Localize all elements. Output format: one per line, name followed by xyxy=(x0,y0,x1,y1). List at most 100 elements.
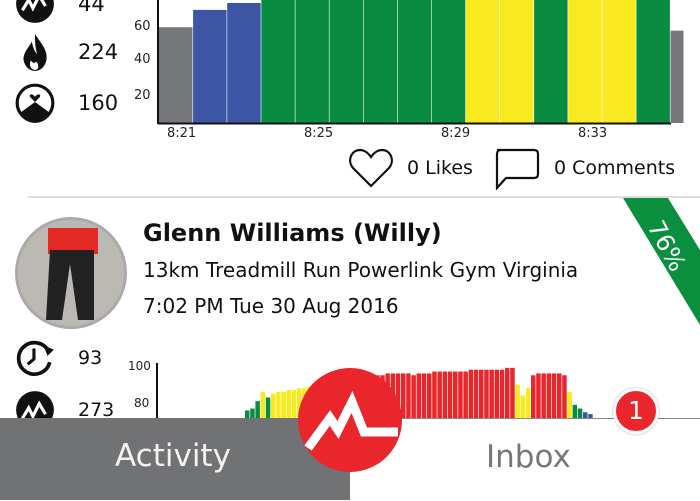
bar xyxy=(602,0,636,123)
bar xyxy=(670,30,684,123)
heart-rate-chart-1 xyxy=(157,0,684,125)
bar xyxy=(442,371,448,419)
bar xyxy=(568,0,602,123)
bar xyxy=(567,391,572,419)
bar xyxy=(261,0,295,123)
bar xyxy=(534,0,568,123)
stat-value: 160 xyxy=(78,91,119,115)
tab-activity[interactable]: Activity xyxy=(0,418,350,500)
activity-datetime: 7:02 PM Tue 30 Aug 2016 xyxy=(143,294,399,318)
bar xyxy=(295,0,329,123)
flame-icon xyxy=(23,34,47,71)
bar xyxy=(583,412,588,419)
bar xyxy=(271,393,276,419)
stat-value: 224 xyxy=(78,40,119,64)
x-tick: 8:33 xyxy=(578,126,608,141)
bar xyxy=(281,391,286,419)
y-tick: 60 xyxy=(134,19,151,34)
bar xyxy=(484,369,489,419)
bar xyxy=(286,390,292,419)
bar xyxy=(297,388,302,419)
athlete-name[interactable]: Glenn Williams (Willy) xyxy=(143,219,442,247)
x-tick: 8:25 xyxy=(304,126,334,141)
bar xyxy=(276,391,281,419)
bar xyxy=(227,2,261,123)
bar xyxy=(421,373,427,419)
bar xyxy=(500,0,534,123)
bar xyxy=(458,371,463,419)
heart-mountain-icon xyxy=(15,83,55,123)
bar xyxy=(193,9,227,123)
bar xyxy=(265,397,271,419)
bar xyxy=(363,0,398,123)
bar xyxy=(395,373,401,419)
bar xyxy=(546,373,552,419)
bar xyxy=(463,371,468,419)
bar xyxy=(401,373,406,419)
comment-button[interactable]: 0 Comments xyxy=(492,146,675,190)
bar xyxy=(431,0,466,123)
bar xyxy=(250,408,255,419)
bar xyxy=(411,375,416,419)
like-button[interactable]: 0 Likes xyxy=(347,146,473,190)
bar xyxy=(577,408,583,419)
y-tick: 40 xyxy=(134,52,151,67)
bar xyxy=(465,0,500,123)
inbox-badge: 1 xyxy=(613,388,659,434)
avatar-photo xyxy=(18,220,124,326)
bar xyxy=(479,369,484,419)
bar xyxy=(520,395,526,419)
bar xyxy=(159,27,193,124)
timer-icon xyxy=(16,340,54,376)
stat-calories: 224 xyxy=(14,32,118,72)
bar xyxy=(499,369,505,419)
percent-ribbon xyxy=(623,198,700,325)
bar xyxy=(494,369,500,419)
bar xyxy=(406,373,411,419)
y-tick: 20 xyxy=(134,88,151,103)
x-tick: 8:29 xyxy=(441,126,471,141)
divider xyxy=(28,196,700,198)
bar xyxy=(510,367,515,419)
bar xyxy=(416,373,422,419)
y-tick: 100 xyxy=(128,359,151,373)
bar xyxy=(541,373,546,419)
bar xyxy=(437,371,442,419)
stat-value: 44 xyxy=(78,0,105,16)
bar xyxy=(255,401,260,419)
bar xyxy=(427,373,432,419)
bar xyxy=(245,410,250,419)
tab-activity-label: Activity xyxy=(115,438,231,474)
stat-duration: 93 xyxy=(14,338,102,378)
heart-icon xyxy=(349,148,393,188)
bar xyxy=(489,369,494,419)
bar xyxy=(432,371,437,419)
bar xyxy=(572,404,578,419)
bar xyxy=(329,0,363,123)
bar xyxy=(525,388,531,419)
bar xyxy=(531,375,536,419)
bar xyxy=(536,373,541,419)
bar xyxy=(473,369,479,419)
bar xyxy=(453,371,458,419)
tab-inbox-label: Inbox xyxy=(486,439,571,475)
bar xyxy=(397,0,432,123)
bar xyxy=(505,367,510,419)
bar xyxy=(447,371,453,419)
record-button[interactable] xyxy=(298,368,402,472)
stat-heart-rate: 160 xyxy=(14,83,118,123)
bar xyxy=(260,391,266,419)
bar xyxy=(291,390,297,419)
likes-count: 0 Likes xyxy=(407,157,473,179)
stat-value: 273 xyxy=(78,399,115,421)
speed-icon xyxy=(16,0,54,23)
bar xyxy=(588,414,593,419)
bar xyxy=(551,373,557,419)
stat-value: 93 xyxy=(78,347,103,369)
y-tick: 80 xyxy=(134,396,150,410)
bar xyxy=(468,369,474,419)
x-tick: 8:21 xyxy=(167,126,197,141)
avatar[interactable] xyxy=(15,217,127,329)
comments-count: 0 Comments xyxy=(554,157,676,179)
comment-icon xyxy=(495,148,540,190)
